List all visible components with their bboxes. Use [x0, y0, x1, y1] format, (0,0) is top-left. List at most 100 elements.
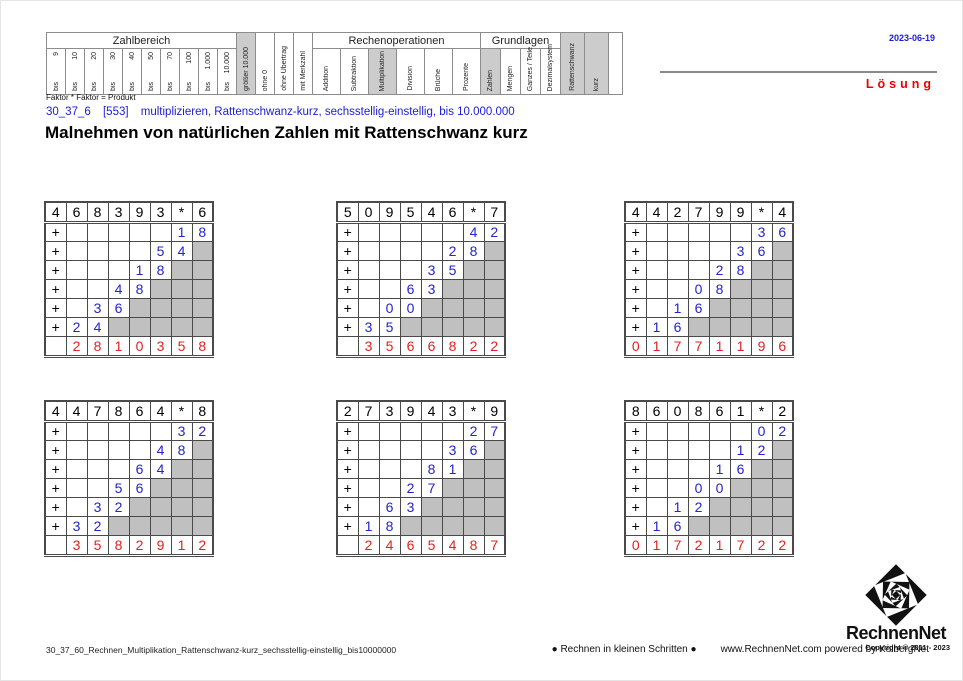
header-column: 10 bis: [65, 48, 85, 95]
empty-cell: [107, 458, 130, 479]
result-digit: 2: [357, 534, 380, 557]
header-column: 100 bis: [179, 48, 199, 95]
column-label-number: 70: [166, 52, 174, 60]
partial-product-row: +6 3: [336, 496, 506, 517]
partial-product-row: +5 6: [44, 477, 214, 498]
result-digit: 1: [170, 534, 193, 557]
plus-sign: +: [44, 278, 67, 299]
column-label-number: 1.000: [204, 52, 212, 70]
blocked-cell: [191, 496, 214, 517]
empty-cell: [708, 221, 731, 242]
multiplicand-digit: 4: [65, 400, 88, 423]
multiplicand-digit: 3: [378, 400, 401, 423]
empty-cell: [65, 477, 88, 498]
result-digit: 8: [441, 335, 464, 358]
multiplicand-digit: 9: [399, 400, 422, 423]
header-column: Addition: [312, 48, 341, 95]
empty-cell: [441, 420, 464, 441]
footer-links: ● Rechnen in kleinen Schritten ● www.Rec…: [552, 644, 929, 655]
plus-sign: +: [336, 420, 359, 441]
blocked-cell: [149, 496, 172, 517]
result-digit: 4: [441, 534, 464, 557]
partial-product-row: +1 6: [624, 458, 794, 479]
blocked-cell: [462, 515, 485, 536]
partial-digit: 1: [708, 458, 731, 479]
multiplication-grid-1: 4 6 8 3 9 3 * 6 +1 8 +5 4 +1 8 +4 8 +3 6 +2 4 2 8 1 0 3 5 8: [44, 201, 214, 358]
header-column: [608, 32, 623, 95]
result-digit: 5: [170, 335, 193, 358]
partial-digit: 3: [86, 297, 109, 318]
empty-cell: [65, 458, 88, 479]
header-column: Rattenschwanz: [560, 32, 585, 95]
result-digit: 0: [128, 335, 151, 358]
header-column: 1.000 bis: [198, 48, 218, 95]
column-label: Zahlen: [487, 69, 494, 91]
multiplicand-digit: 7: [687, 201, 710, 224]
plus-sign: +: [44, 458, 67, 479]
empty-cell: [357, 439, 380, 460]
page-title: Malnehmen von natürlichen Zahlen mit Rat…: [45, 123, 528, 142]
empty-cell: [708, 240, 731, 261]
result-digit: [336, 335, 359, 358]
blocked-cell: [483, 458, 506, 479]
plus-sign: +: [336, 297, 359, 318]
empty-cell: [378, 259, 401, 280]
column-label-number: 40: [128, 52, 136, 60]
partial-digit: 4: [462, 221, 485, 242]
partial-product-row: +4 2: [336, 221, 506, 242]
empty-cell: [645, 259, 668, 280]
multiplication-grid-5: 2 7 3 9 4 3 * 9 +2 7 +3 6 +8 1 +2 7 +6 3 +1 8 2 4 6 5 4 8 7: [336, 400, 506, 557]
plus-sign: +: [44, 297, 67, 318]
empty-cell: [666, 278, 689, 299]
column-label-prefix: bis: [71, 82, 79, 91]
multiplicand-digit: 4: [420, 400, 443, 423]
empty-cell: [65, 420, 88, 441]
partial-digit: 2: [191, 420, 214, 441]
partial-digit: 6: [107, 297, 130, 318]
blocked-cell: [687, 316, 710, 337]
empty-cell: [399, 240, 422, 261]
blocked-cell: [771, 259, 794, 280]
blocked-cell: [462, 496, 485, 517]
column-label-number: 9: [52, 52, 60, 56]
partial-digit: 3: [420, 259, 443, 280]
empty-cell: [666, 259, 689, 280]
partial-digit: 1: [441, 458, 464, 479]
header-group-zahlbereich: Zahlbereich 9 bis 10 bis 20 bis 30 bis 40 bis 50 bis…: [46, 32, 237, 95]
partial-product-row: +0 2: [624, 420, 794, 441]
multiplication-grid-3: 4 4 2 7 9 9 * 4 +3 6 +3 6 +2 8 +0 8 +1 6 +1 6 0 1 7 7 1 1 9 6: [624, 201, 794, 358]
result-digit: 5: [378, 335, 401, 358]
partial-digit: 8: [191, 221, 214, 242]
blocked-cell: [441, 477, 464, 498]
empty-cell: [65, 221, 88, 242]
partial-product-row: +3 2: [44, 515, 214, 536]
partial-digit: 7: [483, 420, 506, 441]
empty-cell: [378, 420, 401, 441]
partial-digit: 2: [441, 240, 464, 261]
result-digit: 4: [378, 534, 401, 557]
blocked-cell: [483, 297, 506, 318]
empty-cell: [86, 240, 109, 261]
partial-digit: 8: [729, 259, 752, 280]
blocked-cell: [191, 278, 214, 299]
blocked-cell: [729, 496, 752, 517]
footer-website: www.RechnenNet.com powered by KolbergNet: [720, 644, 929, 655]
partial-digit: 3: [170, 420, 193, 441]
empty-cell: [357, 458, 380, 479]
blocked-cell: [483, 496, 506, 517]
blocked-cell: [462, 297, 485, 318]
result-digit: 6: [399, 335, 422, 358]
multiplier-digit: 6: [191, 201, 214, 224]
multiply-sign-icon: *: [462, 201, 485, 224]
empty-cell: [420, 240, 443, 261]
rechnennet-logo-icon: [865, 564, 927, 626]
empty-cell: [107, 221, 130, 242]
result-digit: 0: [624, 335, 647, 358]
partial-digit: 4: [170, 240, 193, 261]
partial-digit: 0: [750, 420, 773, 441]
blocked-cell: [462, 259, 485, 280]
partial-digit: 0: [708, 477, 731, 498]
multiplicand-digit: 1: [729, 400, 752, 423]
result-digit: 1: [729, 335, 752, 358]
worksheet-subtitle: 30_37_6 [553] multiplizieren, Rattenschw…: [46, 106, 515, 118]
